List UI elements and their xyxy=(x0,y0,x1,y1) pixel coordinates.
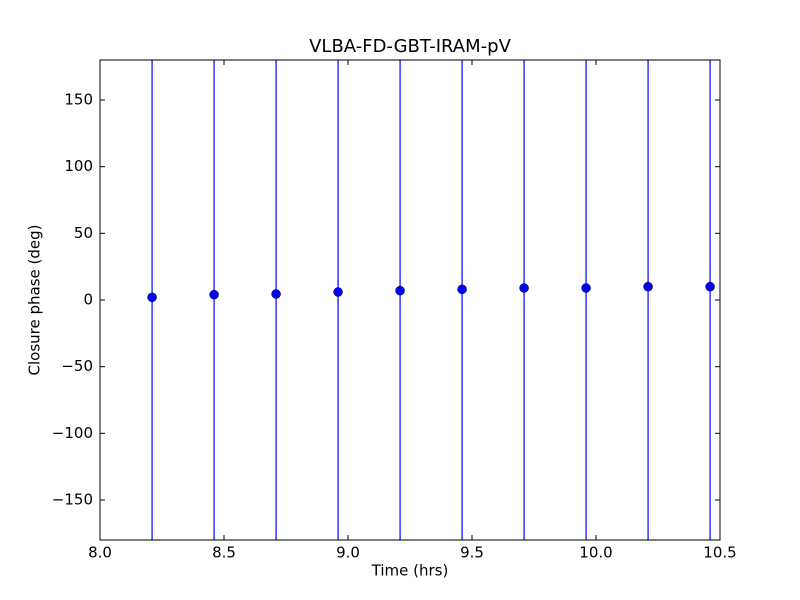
y-axis-label: Closure phase (deg) xyxy=(26,225,44,376)
plot-area xyxy=(147,60,715,540)
y-tick-label: −100 xyxy=(52,424,93,442)
y-tick-label: 0 xyxy=(83,291,93,309)
x-tick-label: 9.5 xyxy=(460,544,484,562)
x-tick-label: 8.5 xyxy=(212,544,236,562)
chart-title: VLBA-FD-GBT-IRAM-pV xyxy=(309,36,511,57)
y-tick-label: 50 xyxy=(74,224,93,242)
x-tick-label: 10.5 xyxy=(703,544,736,562)
data-point xyxy=(271,289,281,299)
data-point xyxy=(519,283,529,293)
data-point xyxy=(333,287,343,297)
y-tick-label: 150 xyxy=(64,91,93,109)
y-tick-label: 100 xyxy=(64,157,93,175)
data-point xyxy=(395,285,405,296)
y-tick-label: −150 xyxy=(52,491,93,509)
data-point xyxy=(581,283,591,293)
x-tick-label: 9.0 xyxy=(336,544,360,562)
data-point xyxy=(643,281,653,292)
x-axis-label: Time (hrs) xyxy=(371,562,449,580)
x-tick-label: 10.0 xyxy=(579,544,612,562)
data-point xyxy=(457,284,467,295)
data-point xyxy=(705,281,715,292)
y-tick-label: −50 xyxy=(61,357,93,375)
data-point xyxy=(147,292,157,303)
data-point xyxy=(209,289,219,300)
x-tick-label: 8.0 xyxy=(88,544,112,562)
